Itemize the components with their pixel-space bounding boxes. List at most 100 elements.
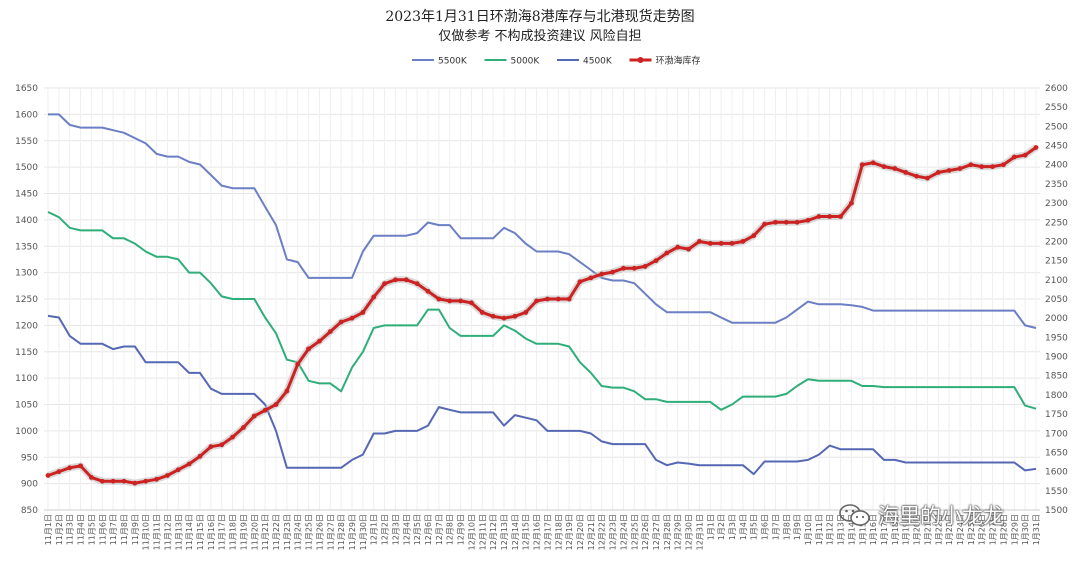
x-tick-label: 11月27日 xyxy=(326,514,335,550)
x-tick-label: 12月23日 xyxy=(609,514,618,550)
data-point xyxy=(816,214,822,219)
y-left-tick-label: 950 xyxy=(21,453,38,463)
x-tick-label: 1月4日 xyxy=(739,514,748,540)
x-tick-label: 11月26日 xyxy=(315,514,324,550)
data-point xyxy=(251,413,257,419)
x-tick-label: 1月3日 xyxy=(728,514,737,540)
series-line-5000k xyxy=(47,211,1037,411)
wechat-icon xyxy=(839,504,870,526)
x-tick-label: 12月19日 xyxy=(565,514,574,550)
x-tick-label: 12月2日 xyxy=(381,514,390,545)
y-left-tick-label: 1300 xyxy=(15,269,38,279)
legend-label: 5500K xyxy=(438,57,468,67)
y-right-tick-label: 1550 xyxy=(1045,487,1068,497)
data-point xyxy=(501,315,507,321)
y-left-tick-label: 1400 xyxy=(15,216,38,226)
y-right-tick-label: 2450 xyxy=(1045,142,1068,152)
y-left-tick-label: 1200 xyxy=(15,321,38,331)
data-point xyxy=(555,296,561,302)
x-tick-label: 12月11日 xyxy=(478,514,487,550)
data-point xyxy=(805,217,811,223)
x-tick-label: 1月31日 xyxy=(1032,514,1041,545)
x-tick-label: 12月18日 xyxy=(554,514,563,550)
y-right-tick-label: 2500 xyxy=(1045,122,1068,132)
x-tick-label: 12月20日 xyxy=(576,514,585,550)
data-point xyxy=(197,453,203,459)
x-tick-label: 11月3日 xyxy=(66,514,75,545)
data-point xyxy=(892,166,898,171)
x-tick-label: 11月8日 xyxy=(120,514,129,545)
y-right-tick-label: 1500 xyxy=(1045,506,1068,516)
x-tick-label: 11月6日 xyxy=(98,514,107,545)
y-right-tick-label: 1950 xyxy=(1045,333,1068,343)
x-tick-label: 1月10日 xyxy=(804,514,813,545)
data-point xyxy=(827,214,833,219)
series-line-5500k xyxy=(48,113,1037,329)
data-point xyxy=(621,265,626,271)
data-point xyxy=(349,315,355,321)
data-point xyxy=(425,288,431,294)
x-tick-label: 11月22日 xyxy=(272,514,281,550)
data-point xyxy=(849,200,854,206)
data-point xyxy=(479,310,485,315)
data-point xyxy=(110,478,116,484)
data-point xyxy=(762,221,767,227)
y-left-tick-label: 1500 xyxy=(15,163,38,173)
chart-subtitle: 仅做参考 不构成投资建议 风险自担 xyxy=(438,29,642,44)
data-point xyxy=(1001,162,1006,168)
y-left-tick-label: 1650 xyxy=(15,84,38,94)
x-tick-label: 12月13日 xyxy=(500,514,509,550)
x-tick-label: 11月4日 xyxy=(77,514,86,545)
y-left-tick-label: 1000 xyxy=(15,427,38,437)
data-point xyxy=(208,444,214,450)
x-tick-label: 1月28日 xyxy=(999,514,1008,545)
data-point xyxy=(751,233,757,239)
x-tick-label: 12月7日 xyxy=(435,514,444,545)
y-right-tick-label: 2550 xyxy=(1045,103,1068,113)
legend: 5500K 5000K 4500K 环渤海库存 xyxy=(412,55,701,67)
y-axis-right: 1500 1550 1600 1650 1700 1750 1800 1850 1900 1950… xyxy=(1045,84,1068,516)
data-point xyxy=(241,425,246,430)
data-point xyxy=(78,463,83,469)
x-tick-label: 11月18日 xyxy=(229,514,238,550)
x-tick-label: 11月5日 xyxy=(87,514,96,545)
x-tick-label: 1月21日 xyxy=(923,514,932,545)
y-right-tick-label: 2200 xyxy=(1045,237,1068,247)
data-point xyxy=(610,269,615,275)
data-point xyxy=(642,263,648,269)
data-point xyxy=(718,240,724,246)
data-point xyxy=(327,329,333,335)
legend-label: 环渤海库存 xyxy=(656,55,701,67)
data-point xyxy=(946,168,952,173)
data-point xyxy=(697,239,702,244)
data-point xyxy=(870,160,876,166)
y-right-tick-label: 2350 xyxy=(1045,180,1068,190)
x-tick-label: 12月17日 xyxy=(543,514,552,550)
x-tick-label: 1月24日 xyxy=(956,514,965,545)
data-point xyxy=(588,275,594,281)
data-point xyxy=(914,173,919,179)
y-left-tick-label: 1350 xyxy=(15,242,38,252)
data-point xyxy=(338,319,344,325)
x-tick-label: 1月9日 xyxy=(793,514,802,540)
data-point xyxy=(99,478,105,484)
x-tick-label: 12月21日 xyxy=(587,514,596,550)
x-tick-label: 12月8日 xyxy=(446,514,455,545)
data-point xyxy=(360,310,366,315)
legend-label: 5000K xyxy=(511,57,541,67)
data-point xyxy=(458,298,463,304)
data-point xyxy=(447,298,453,304)
y-right-tick-label: 2400 xyxy=(1045,161,1068,171)
x-tick-label: 12月5日 xyxy=(413,514,422,545)
x-tick-label: 1月2日 xyxy=(717,514,726,540)
x-tick-label: 1月5日 xyxy=(750,514,759,540)
x-tick-label: 11月19日 xyxy=(239,514,248,550)
y-right-tick-label: 1750 xyxy=(1045,410,1068,420)
x-tick-label: 12月28日 xyxy=(663,514,672,550)
x-tick-label: 12月26日 xyxy=(641,514,650,550)
data-point xyxy=(968,162,974,168)
data-point xyxy=(566,296,572,302)
x-tick-label: 11月23日 xyxy=(283,514,292,550)
y-right-tick-label: 1850 xyxy=(1045,372,1068,382)
